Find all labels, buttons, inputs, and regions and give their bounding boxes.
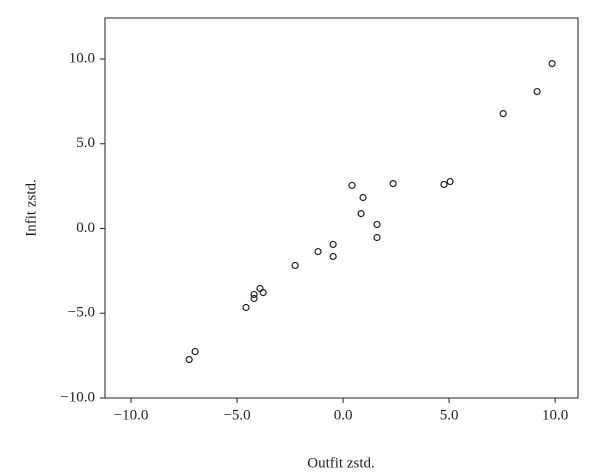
point	[440, 180, 448, 189]
point	[250, 290, 258, 299]
x-tick-label: 10.0	[542, 407, 568, 423]
y-axis-label: Infit zstd.	[23, 179, 39, 237]
point	[373, 220, 381, 229]
point	[533, 87, 541, 96]
point	[291, 261, 299, 270]
y-tick-label: 0.0	[76, 220, 95, 236]
point	[357, 209, 365, 218]
y-tick-label: 10.0	[69, 50, 95, 66]
point	[191, 347, 199, 356]
y-tick-label: −10.0	[60, 389, 95, 405]
point	[256, 284, 264, 293]
point	[373, 233, 381, 242]
point	[329, 252, 337, 261]
x-tick-label: 0.0	[334, 407, 353, 423]
y-tick-label: −5.0	[68, 305, 95, 321]
x-tick-label: −10.0	[114, 407, 149, 423]
point	[259, 288, 267, 297]
y-tick-label: 5.0	[76, 135, 95, 151]
x-tick-label: 5.0	[440, 407, 459, 423]
point	[250, 294, 258, 303]
point	[389, 179, 397, 188]
point	[359, 193, 367, 202]
point	[329, 240, 337, 249]
point	[242, 303, 250, 312]
point	[446, 177, 454, 186]
point	[499, 109, 507, 118]
point	[314, 247, 322, 256]
point	[548, 59, 556, 68]
x-axis-label: Outfit zstd.	[307, 455, 375, 471]
point	[185, 355, 193, 364]
point	[348, 181, 356, 190]
x-tick-label: −5.0	[223, 407, 250, 423]
plot-frame	[104, 17, 579, 399]
